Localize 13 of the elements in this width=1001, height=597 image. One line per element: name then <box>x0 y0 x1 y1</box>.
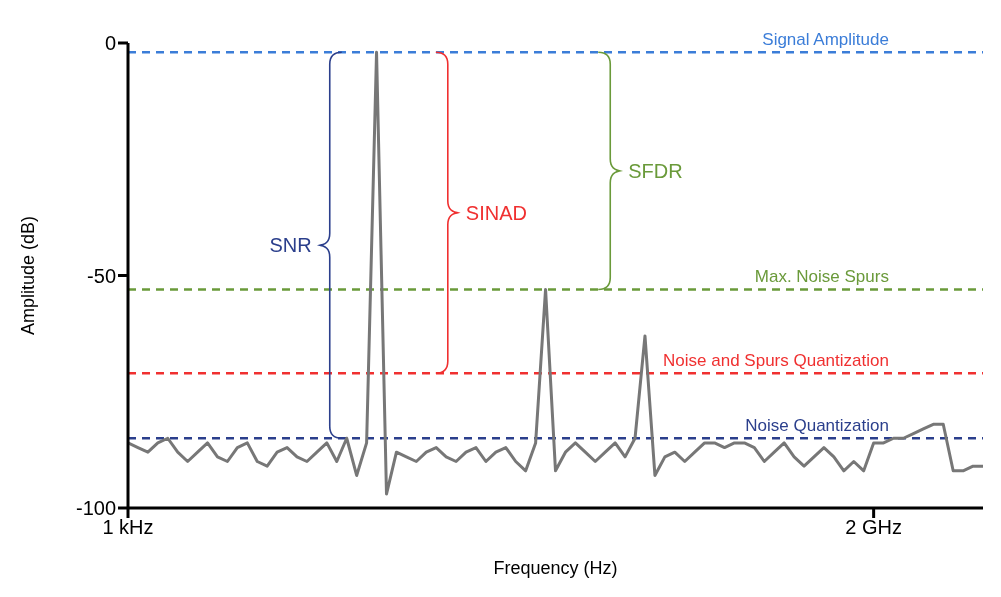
ref-line-label: Noise and Spurs Quantization <box>663 351 889 371</box>
x-axis-title: Frequency (Hz) <box>493 558 618 578</box>
y-tick-label: -50 <box>87 264 116 287</box>
annotation: SNR <box>269 234 312 257</box>
line-series <box>128 50 983 496</box>
x-tick-label: 2 GHz <box>845 516 902 539</box>
ref-line-label: Max. Noise Spurs <box>754 267 889 287</box>
y-axis-title: Amplitude (dB) <box>18 215 39 336</box>
annotation: SINAD <box>465 201 527 224</box>
annotation: SFDR <box>628 159 683 182</box>
ref-line-label: Noise Quantization <box>745 416 889 436</box>
ref-line-label: Signal Amplitude <box>762 30 889 50</box>
y-tick-label: 0 <box>104 32 116 55</box>
